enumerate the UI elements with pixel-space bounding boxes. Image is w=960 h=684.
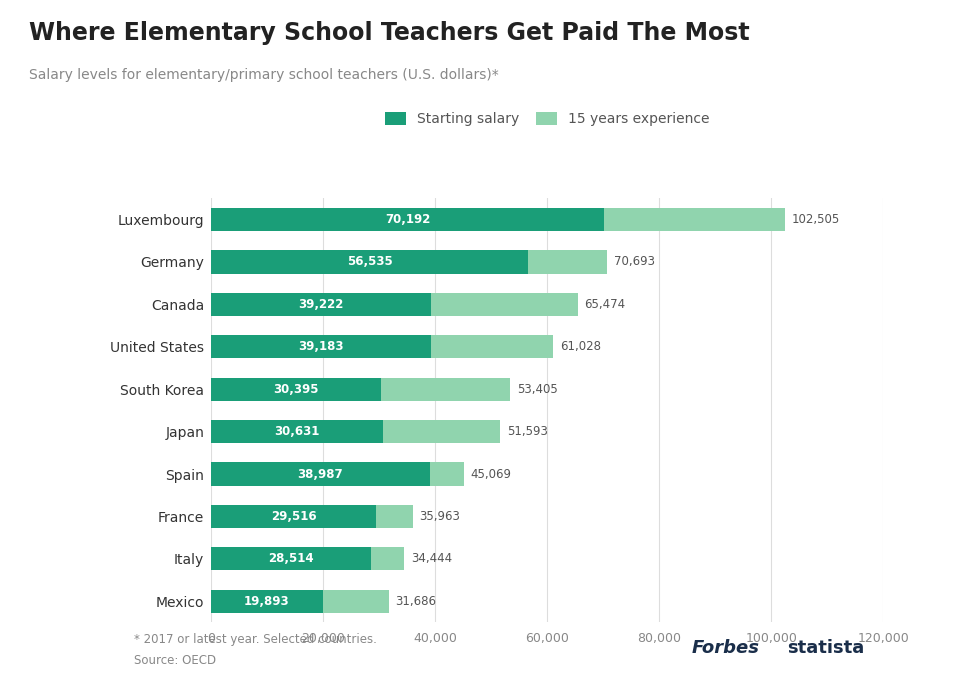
Text: 39,183: 39,183: [299, 340, 344, 354]
Text: Forbes: Forbes: [691, 639, 759, 657]
Text: 29,516: 29,516: [271, 510, 317, 523]
Text: 31,686: 31,686: [396, 594, 437, 608]
Text: 45,069: 45,069: [470, 467, 512, 481]
Text: 65,474: 65,474: [585, 298, 626, 311]
Text: 61,028: 61,028: [560, 340, 601, 354]
Text: 70,192: 70,192: [385, 213, 430, 226]
Text: statista: statista: [787, 639, 864, 657]
Bar: [211, 590, 323, 613]
Bar: [211, 208, 604, 231]
Bar: [211, 250, 528, 274]
Bar: [211, 420, 383, 443]
Legend: Starting salary, 15 years experience: Starting salary, 15 years experience: [379, 106, 715, 131]
Bar: [211, 335, 553, 358]
Bar: [211, 505, 413, 528]
Text: 51,593: 51,593: [507, 425, 548, 438]
Bar: [211, 590, 389, 613]
Bar: [211, 420, 500, 443]
Text: 102,505: 102,505: [792, 213, 840, 226]
Text: 34,444: 34,444: [411, 552, 452, 566]
Text: 28,514: 28,514: [268, 552, 314, 566]
Bar: [211, 293, 578, 316]
Text: 39,222: 39,222: [299, 298, 344, 311]
Text: Where Elementary School Teachers Get Paid The Most: Where Elementary School Teachers Get Pai…: [29, 21, 750, 44]
Text: 19,893: 19,893: [244, 594, 290, 608]
Bar: [211, 547, 371, 570]
Bar: [211, 378, 511, 401]
Text: 30,631: 30,631: [275, 425, 320, 438]
Text: Salary levels for elementary/primary school teachers (U.S. dollars)*: Salary levels for elementary/primary sch…: [29, 68, 498, 82]
Bar: [211, 505, 376, 528]
Bar: [211, 335, 431, 358]
Text: * 2017 or latest year. Selected countries.: * 2017 or latest year. Selected countrie…: [134, 633, 377, 646]
Text: Source: OECD: Source: OECD: [134, 654, 217, 667]
Bar: [211, 208, 785, 231]
Bar: [211, 547, 404, 570]
Text: 56,535: 56,535: [347, 255, 393, 269]
Bar: [211, 462, 464, 486]
Text: 38,987: 38,987: [298, 467, 343, 481]
Bar: [211, 250, 607, 274]
Text: 70,693: 70,693: [613, 255, 655, 269]
Text: 35,963: 35,963: [420, 510, 460, 523]
Bar: [211, 462, 429, 486]
Bar: [211, 378, 381, 401]
Bar: [211, 293, 431, 316]
Text: 53,405: 53,405: [517, 382, 558, 396]
Text: 30,395: 30,395: [274, 382, 319, 396]
